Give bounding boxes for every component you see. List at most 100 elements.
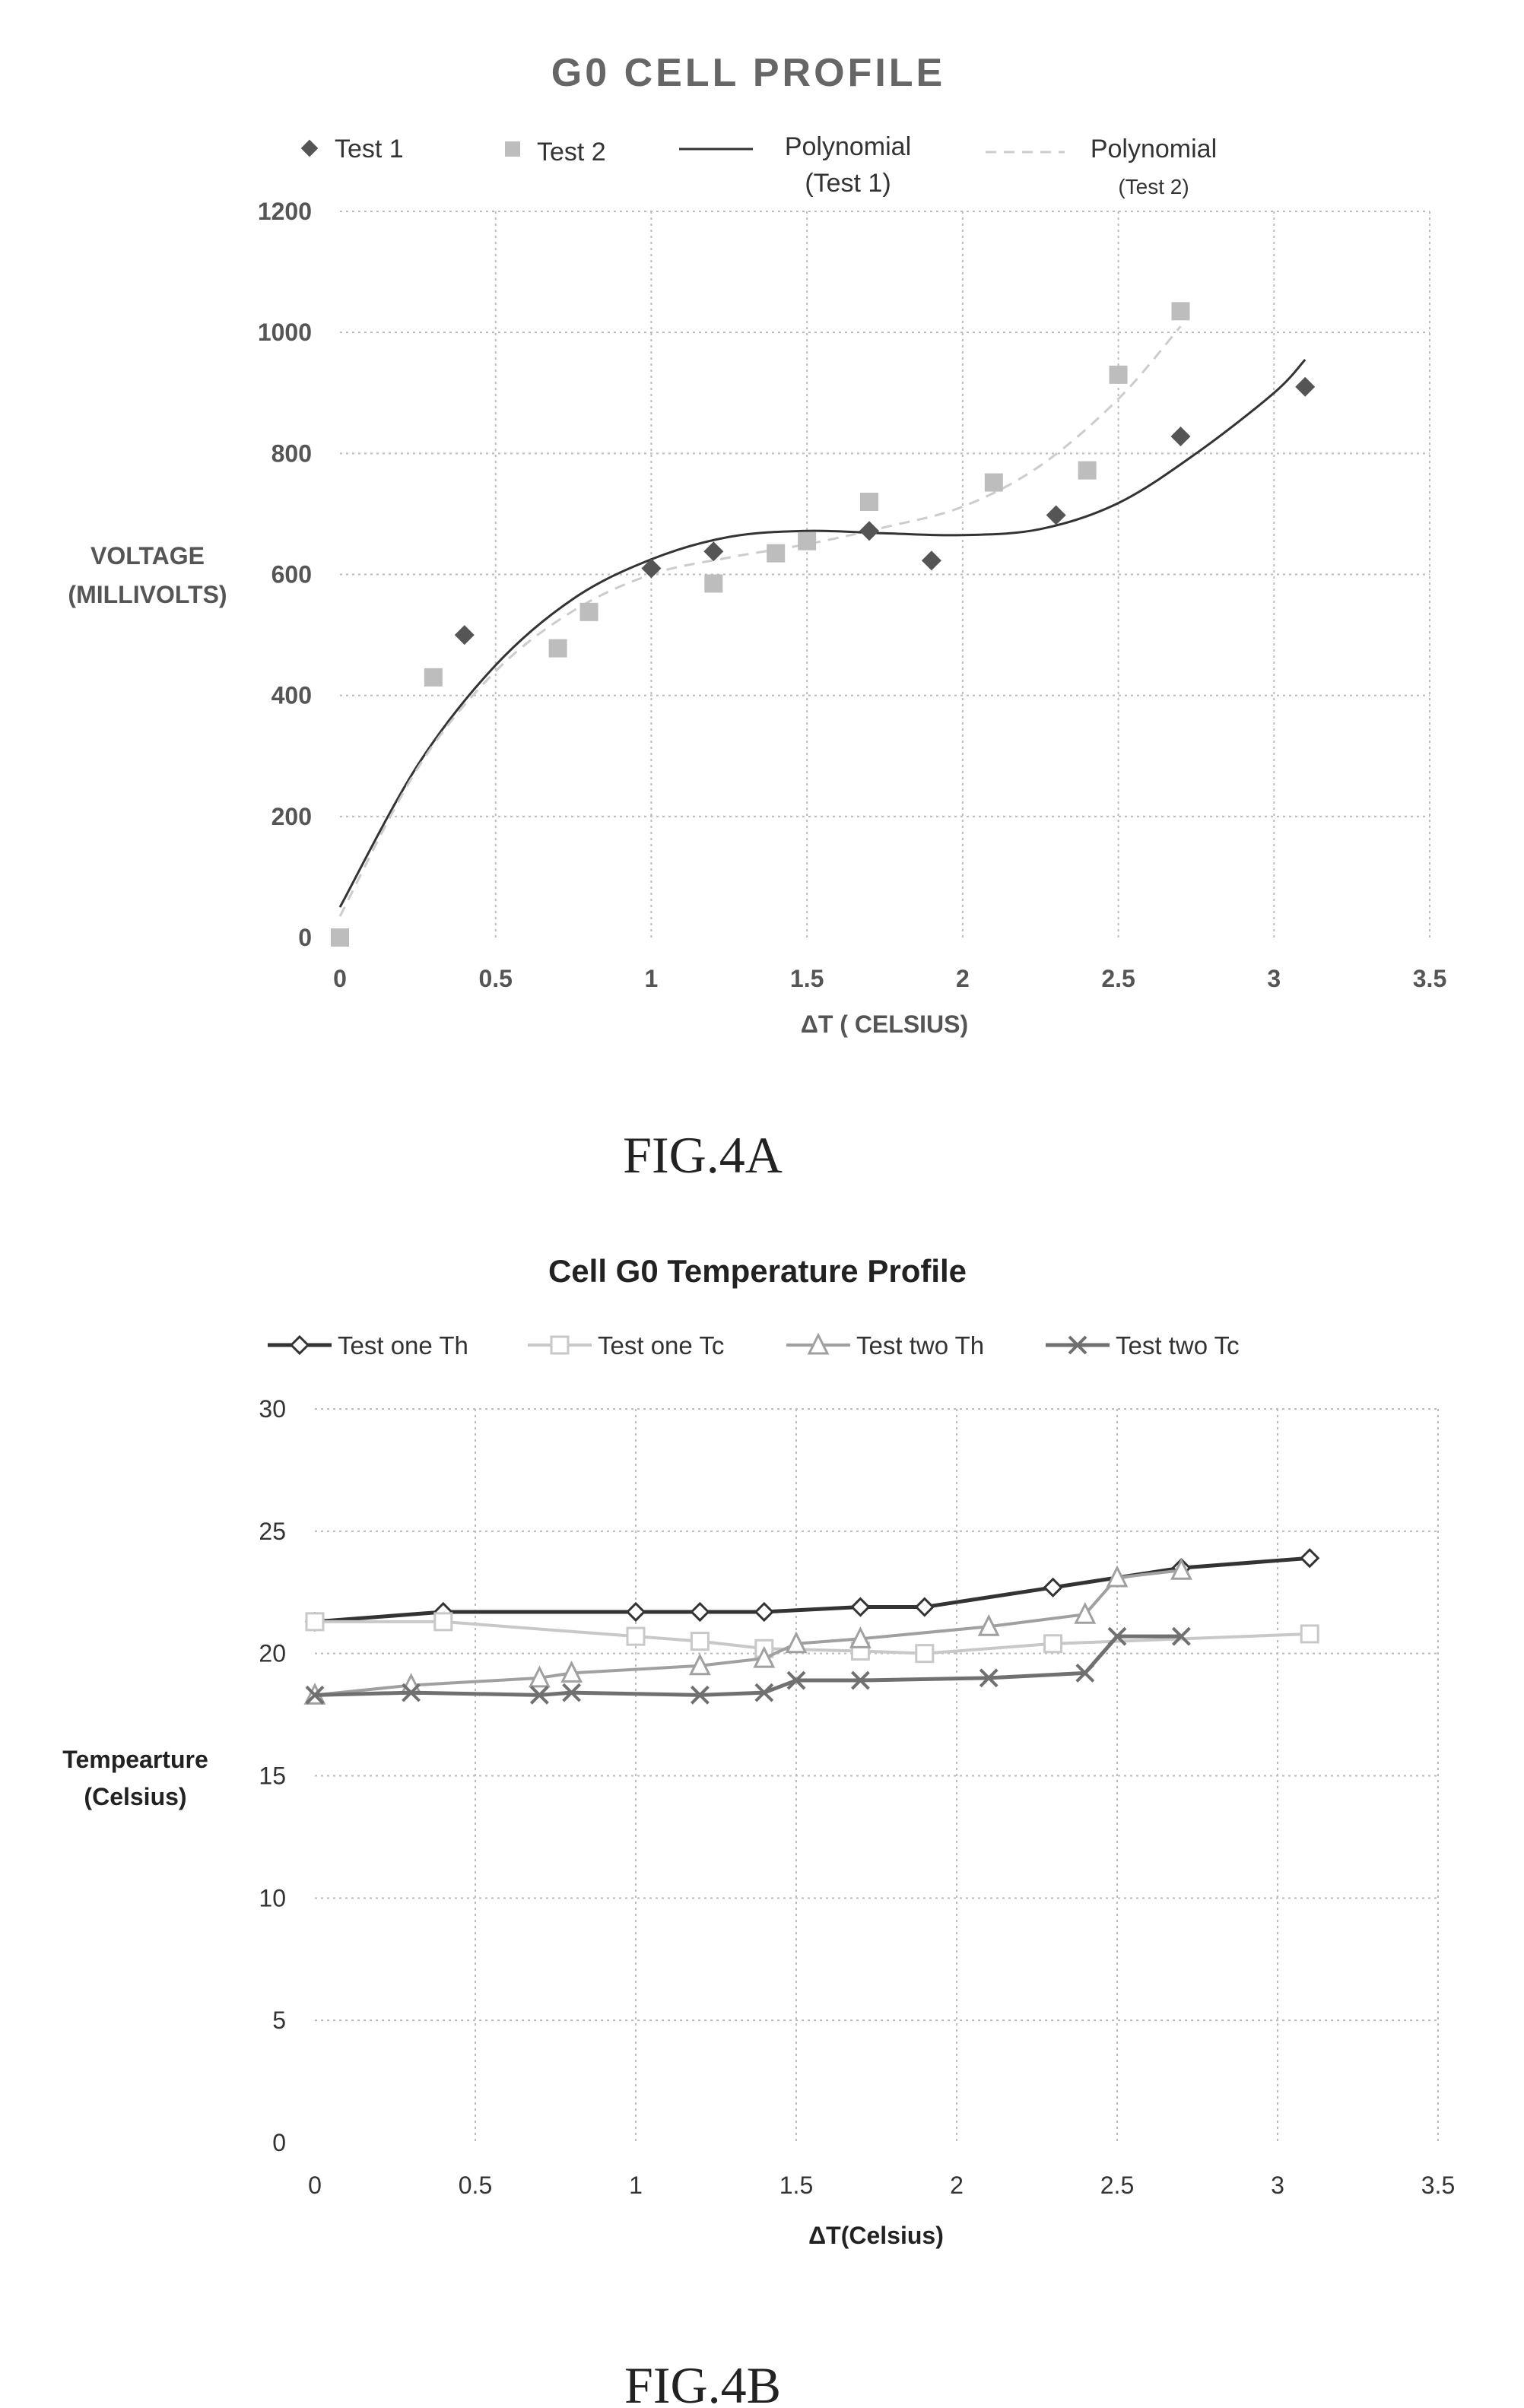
legend-poly-test-1: Polynomial (Test 1) (679, 132, 911, 198)
legend-test-two-tc: Test two Tc (1046, 1331, 1240, 1359)
chart-b-ylabel-line1: Tempearture (62, 1746, 208, 1773)
chart-b-ticks: 0 5 10 15 20 25 30 0 0.5 1 1.5 2 2.5 3 3.5 (259, 1395, 1455, 2199)
x-stroke (529, 1685, 549, 1705)
data-point (1078, 461, 1097, 480)
y-tick-label: 25 (259, 1518, 286, 1545)
legend-poly-test-2: Polynomial (Test 2) (986, 135, 1217, 198)
data-point (550, 1335, 570, 1355)
chart-temperature-profile: Cell G0 Temperature Profile 051015202530… (62, 1253, 1455, 2408)
y-tick-label: 0 (272, 2129, 286, 2156)
data-point (753, 1645, 776, 1668)
legend-label: Test 2 (537, 138, 606, 167)
series-line (314, 1556, 1310, 1624)
data-point (688, 1653, 711, 1676)
x-tick-label: 3 (1267, 965, 1281, 992)
data-point (850, 1670, 870, 1690)
data-point (1300, 1624, 1319, 1644)
x-stroke (1068, 1335, 1087, 1355)
legend-label: Polynomial (785, 132, 911, 161)
y-tick-label: 0 (298, 924, 312, 951)
data-point (305, 1685, 325, 1705)
chart-a-legend: Test 1 Test 2 Polynomial (Test 1) Polyno… (300, 132, 1217, 198)
x-tick-label: 2.5 (1101, 965, 1135, 992)
data-point (850, 1597, 871, 1617)
x-tick-label: 2.5 (1100, 2172, 1134, 2199)
data-point (1170, 427, 1191, 447)
data-point (984, 473, 1003, 492)
data-point (1107, 1626, 1127, 1646)
data-point (860, 493, 879, 511)
data-point (690, 1632, 710, 1651)
x-stroke (690, 1685, 710, 1705)
data-point (921, 550, 941, 571)
y-tick-label: 20 (259, 1640, 286, 1667)
data-point (915, 1644, 935, 1664)
x-tick-label: 2 (950, 2172, 964, 2199)
y-tick-label: 5 (272, 2007, 286, 2034)
x-stroke (786, 1670, 806, 1690)
legend-label: Test two Tc (1116, 1331, 1240, 1359)
data-point (786, 1670, 806, 1690)
data-point (1074, 1601, 1097, 1624)
chart-b-gridlines (315, 1408, 1439, 2143)
x-tick-label: 0.5 (459, 2172, 492, 2199)
data-point (859, 521, 880, 541)
x-tick-label: 0 (308, 2172, 322, 2199)
data-point (1068, 1335, 1087, 1355)
data-point (433, 1612, 453, 1632)
data-point (331, 928, 349, 947)
data-point (704, 574, 723, 593)
x-tick-label: 1.5 (790, 965, 824, 992)
legend-label-sub: (Test 2) (1118, 175, 1189, 198)
legend-test-2: Test 2 (505, 138, 606, 167)
figure-label-4b: FIG.4B (624, 2356, 781, 2408)
figure-label-4a: FIG.4A (623, 1126, 783, 1184)
data-point (641, 558, 662, 579)
series-test-two-tc (305, 1626, 1191, 1705)
data-point (529, 1685, 549, 1705)
chart-a-xlabel: ΔT ( CELSIUS) (801, 1010, 968, 1038)
data-point (1295, 376, 1316, 397)
data-point (289, 1334, 310, 1356)
series-test-one-th (304, 1548, 1320, 1632)
trendline-test-1 (338, 358, 1307, 908)
chart-b-title: Cell G0 Temperature Profile (548, 1253, 967, 1289)
x-tick-label: 1 (629, 2172, 643, 2199)
chart-a-trendlines (338, 325, 1307, 917)
data-point (424, 668, 443, 687)
legend-diamond-icon (300, 139, 319, 157)
data-point (1171, 1626, 1191, 1646)
legend-test-1: Test 1 (300, 135, 404, 163)
data-point (979, 1668, 999, 1688)
chart-a-ylabel-line1: VOLTAGE (90, 542, 205, 569)
data-point (562, 1683, 582, 1702)
data-point (454, 625, 475, 646)
data-point (690, 1685, 710, 1705)
data-point (807, 1332, 830, 1355)
x-tick-label: 3.5 (1421, 2172, 1455, 2199)
y-tick-label: 800 (271, 439, 312, 467)
data-point (977, 1613, 1000, 1636)
series-line (314, 1569, 1182, 1697)
data-point (914, 1597, 935, 1617)
x-tick-label: 0 (333, 965, 347, 992)
data-point (1109, 365, 1128, 384)
series-test-two-th (303, 1557, 1192, 1705)
data-point (528, 1665, 551, 1688)
x-tick-label: 1.5 (779, 2172, 813, 2199)
chart-b-ylabel-line2: (Celsius) (84, 1783, 186, 1810)
data-point (1043, 1634, 1063, 1654)
y-tick-label: 400 (271, 682, 312, 709)
legend-label: Test two Th (856, 1331, 984, 1359)
data-point (1171, 302, 1190, 321)
x-stroke (402, 1683, 421, 1702)
x-tick-label: 3 (1271, 2172, 1284, 2199)
data-point (849, 1626, 872, 1648)
y-tick-label: 10 (259, 1884, 286, 1911)
data-point (690, 1601, 710, 1623)
y-tick-label: 1000 (258, 319, 312, 346)
legend-label: Test 1 (335, 135, 404, 163)
data-point (703, 541, 724, 562)
data-point (625, 1601, 646, 1623)
legend-label-sub: (Test 1) (805, 169, 891, 198)
